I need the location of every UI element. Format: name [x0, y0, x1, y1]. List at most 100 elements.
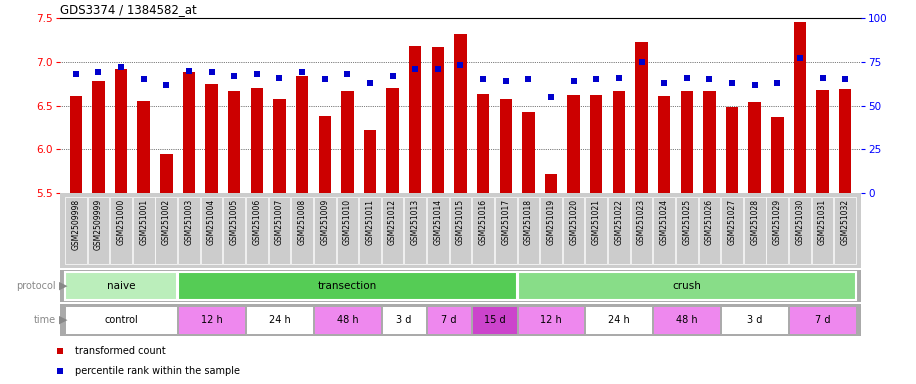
- FancyBboxPatch shape: [585, 197, 607, 264]
- Bar: [725, 107, 738, 193]
- Bar: [93, 81, 104, 193]
- Point: [838, 76, 853, 82]
- Text: GSM251004: GSM251004: [207, 199, 216, 245]
- Bar: [590, 95, 603, 193]
- FancyBboxPatch shape: [178, 306, 245, 334]
- FancyBboxPatch shape: [65, 271, 177, 300]
- FancyBboxPatch shape: [744, 197, 766, 264]
- Text: GSM251003: GSM251003: [184, 199, 193, 245]
- FancyBboxPatch shape: [404, 197, 426, 264]
- Bar: [431, 47, 444, 193]
- FancyBboxPatch shape: [359, 197, 381, 264]
- Text: GSM251026: GSM251026: [705, 199, 714, 245]
- Point: [544, 94, 559, 100]
- Text: 3 d: 3 d: [397, 315, 411, 325]
- Bar: [70, 96, 82, 193]
- Text: percentile rank within the sample: percentile rank within the sample: [75, 366, 240, 376]
- Point: [702, 76, 716, 82]
- FancyBboxPatch shape: [65, 306, 177, 334]
- Bar: [681, 91, 693, 193]
- Point: [431, 66, 445, 72]
- Point: [725, 79, 739, 86]
- Text: GSM251032: GSM251032: [841, 199, 850, 245]
- Text: GSM251012: GSM251012: [388, 199, 398, 245]
- Point: [340, 71, 354, 77]
- Point: [227, 73, 242, 79]
- Text: GSM251029: GSM251029: [773, 199, 781, 245]
- Bar: [319, 116, 331, 193]
- Bar: [364, 130, 376, 193]
- Bar: [160, 154, 172, 193]
- Bar: [251, 88, 263, 193]
- Bar: [387, 88, 398, 193]
- FancyBboxPatch shape: [699, 197, 720, 264]
- FancyBboxPatch shape: [767, 197, 788, 264]
- FancyBboxPatch shape: [653, 306, 720, 334]
- Text: GSM2509998: GSM2509998: [71, 199, 81, 250]
- Text: GSM251002: GSM251002: [162, 199, 171, 245]
- Bar: [499, 99, 512, 193]
- Text: GSM251009: GSM251009: [321, 199, 329, 245]
- FancyBboxPatch shape: [336, 197, 358, 264]
- Bar: [793, 22, 806, 193]
- Text: time: time: [34, 315, 56, 325]
- FancyBboxPatch shape: [268, 197, 290, 264]
- FancyBboxPatch shape: [314, 306, 381, 334]
- Bar: [183, 72, 195, 193]
- FancyBboxPatch shape: [473, 197, 494, 264]
- FancyBboxPatch shape: [156, 197, 177, 264]
- Text: GSM251019: GSM251019: [547, 199, 555, 245]
- Text: protocol: protocol: [16, 281, 56, 291]
- Text: GSM251023: GSM251023: [637, 199, 646, 245]
- FancyBboxPatch shape: [133, 197, 155, 264]
- Point: [69, 71, 83, 77]
- Text: GSM251010: GSM251010: [343, 199, 352, 245]
- Bar: [658, 96, 671, 193]
- Text: GSM251008: GSM251008: [298, 199, 307, 245]
- Text: 7 d: 7 d: [815, 315, 830, 325]
- Point: [475, 76, 490, 82]
- Point: [521, 76, 536, 82]
- Text: GSM251006: GSM251006: [252, 199, 261, 245]
- Text: 48 h: 48 h: [336, 315, 358, 325]
- FancyBboxPatch shape: [224, 197, 245, 264]
- Point: [318, 76, 333, 82]
- Text: GSM251025: GSM251025: [682, 199, 692, 245]
- Bar: [341, 91, 354, 193]
- FancyBboxPatch shape: [518, 197, 540, 264]
- Text: GSM251027: GSM251027: [727, 199, 736, 245]
- Point: [159, 81, 174, 88]
- FancyBboxPatch shape: [653, 197, 675, 264]
- FancyBboxPatch shape: [314, 197, 335, 264]
- Text: GSM251018: GSM251018: [524, 199, 533, 245]
- Text: transection: transection: [318, 281, 377, 291]
- Point: [249, 71, 264, 77]
- FancyBboxPatch shape: [585, 306, 652, 334]
- FancyBboxPatch shape: [562, 197, 584, 264]
- FancyBboxPatch shape: [676, 197, 698, 264]
- Text: transformed count: transformed count: [75, 346, 166, 356]
- FancyBboxPatch shape: [427, 197, 449, 264]
- Point: [815, 74, 830, 81]
- Point: [386, 73, 400, 79]
- Text: GSM251014: GSM251014: [433, 199, 442, 245]
- Text: GSM251000: GSM251000: [116, 199, 125, 245]
- FancyBboxPatch shape: [495, 197, 517, 264]
- Bar: [748, 102, 761, 193]
- Bar: [771, 117, 783, 193]
- Point: [272, 74, 287, 81]
- Text: 12 h: 12 h: [540, 315, 562, 325]
- FancyBboxPatch shape: [608, 197, 630, 264]
- Text: 7 d: 7 d: [442, 315, 457, 325]
- FancyBboxPatch shape: [246, 197, 267, 264]
- FancyBboxPatch shape: [201, 197, 223, 264]
- Text: ▶: ▶: [59, 281, 68, 291]
- FancyBboxPatch shape: [789, 306, 856, 334]
- FancyBboxPatch shape: [178, 197, 200, 264]
- Text: 15 d: 15 d: [484, 315, 506, 325]
- Point: [634, 59, 649, 65]
- Point: [363, 79, 377, 86]
- Bar: [296, 76, 309, 193]
- FancyBboxPatch shape: [812, 197, 834, 264]
- Text: 24 h: 24 h: [268, 315, 290, 325]
